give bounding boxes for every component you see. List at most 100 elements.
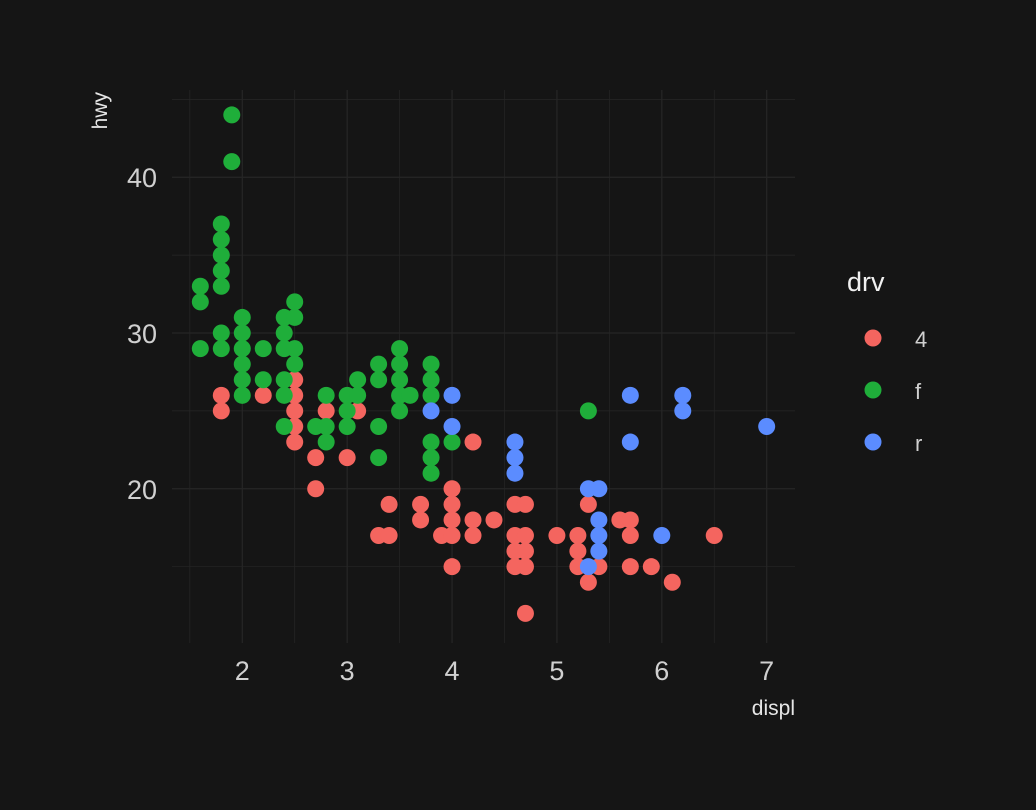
gridlines: [172, 90, 795, 643]
legend-label: r: [915, 431, 922, 456]
point-drv-f: [212, 262, 230, 280]
point-drv-4: [642, 558, 660, 576]
point-drv-f: [212, 324, 230, 342]
point-drv-f: [212, 215, 230, 233]
point-drv-4: [212, 386, 230, 404]
point-drv-4: [548, 527, 566, 545]
point-drv-r: [590, 527, 608, 545]
point-drv-4: [621, 558, 639, 576]
point-drv-f: [422, 449, 440, 467]
point-drv-f: [212, 340, 230, 358]
point-drv-f: [191, 293, 209, 311]
point-drv-f: [338, 417, 356, 435]
point-drv-4: [516, 542, 534, 560]
point-drv-f: [422, 355, 440, 373]
point-drv-f: [370, 355, 388, 373]
point-drv-4: [380, 495, 398, 513]
point-drv-4: [516, 604, 534, 622]
y-tick-label: 30: [127, 319, 157, 349]
point-drv-4: [443, 558, 461, 576]
point-drv-f: [286, 293, 304, 311]
x-tick-label: 5: [549, 656, 564, 686]
point-drv-f: [233, 340, 251, 358]
point-drv-r: [506, 449, 524, 467]
point-drv-4: [307, 480, 325, 498]
point-drv-4: [307, 449, 325, 467]
point-drv-f: [401, 386, 419, 404]
point-drv-f: [275, 324, 293, 342]
point-drv-f: [212, 277, 230, 295]
point-drv-4: [412, 495, 430, 513]
legend-key-f: [864, 381, 882, 399]
point-drv-4: [286, 433, 304, 451]
point-drv-r: [674, 402, 692, 420]
point-drv-4: [412, 511, 430, 529]
legend: drv 4 f r: [847, 267, 927, 456]
point-drv-f: [443, 433, 461, 451]
point-drv-f: [191, 340, 209, 358]
data-points: [191, 106, 776, 622]
point-drv-f: [579, 402, 597, 420]
point-drv-f: [349, 371, 367, 389]
point-drv-f: [391, 340, 409, 358]
point-drv-f: [422, 371, 440, 389]
point-drv-f: [370, 417, 388, 435]
point-drv-4: [621, 511, 639, 529]
point-drv-r: [621, 433, 639, 451]
point-drv-r: [590, 480, 608, 498]
x-tick-label: 7: [759, 656, 774, 686]
legend-label: f: [915, 379, 922, 404]
point-drv-f: [233, 324, 251, 342]
point-drv-4: [443, 495, 461, 513]
point-drv-4: [464, 511, 482, 529]
point-drv-f: [422, 386, 440, 404]
point-drv-4: [254, 386, 272, 404]
point-drv-f: [286, 340, 304, 358]
y-axis-label: hwy: [89, 92, 112, 130]
point-drv-r: [674, 386, 692, 404]
point-drv-r: [590, 511, 608, 529]
point-drv-f: [422, 433, 440, 451]
point-drv-r: [443, 386, 461, 404]
point-drv-4: [516, 495, 534, 513]
point-drv-r: [621, 386, 639, 404]
point-drv-4: [569, 527, 587, 545]
point-drv-f: [317, 386, 335, 404]
point-drv-4: [338, 449, 356, 467]
x-tick-label: 6: [654, 656, 669, 686]
point-drv-f: [317, 417, 335, 435]
point-drv-f: [338, 402, 356, 420]
point-drv-4: [516, 527, 534, 545]
point-drv-4: [516, 558, 534, 576]
point-drv-f: [391, 371, 409, 389]
point-drv-r: [506, 433, 524, 451]
point-drv-f: [286, 355, 304, 373]
point-drv-f: [223, 106, 241, 124]
point-drv-f: [422, 464, 440, 482]
legend-key-r: [864, 433, 882, 451]
legend-title: drv: [847, 267, 885, 297]
point-drv-4: [663, 573, 681, 591]
point-drv-4: [317, 402, 335, 420]
point-drv-f: [212, 231, 230, 249]
point-drv-r: [422, 402, 440, 420]
x-axis-label: displ: [752, 697, 795, 720]
point-drv-4: [443, 527, 461, 545]
point-drv-f: [233, 355, 251, 373]
point-drv-4: [212, 402, 230, 420]
point-drv-r: [758, 417, 776, 435]
point-drv-f: [212, 246, 230, 264]
y-tick-label: 40: [127, 163, 157, 193]
point-drv-4: [579, 495, 597, 513]
point-drv-f: [233, 371, 251, 389]
y-axis-ticks: 20 30 40: [127, 163, 157, 505]
point-drv-r: [653, 527, 671, 545]
point-drv-4: [443, 480, 461, 498]
point-drv-f: [233, 308, 251, 326]
point-drv-f: [275, 386, 293, 404]
x-axis-ticks: 2 3 4 5 6 7: [235, 656, 774, 686]
point-drv-4: [705, 527, 723, 545]
point-drv-4: [569, 542, 587, 560]
